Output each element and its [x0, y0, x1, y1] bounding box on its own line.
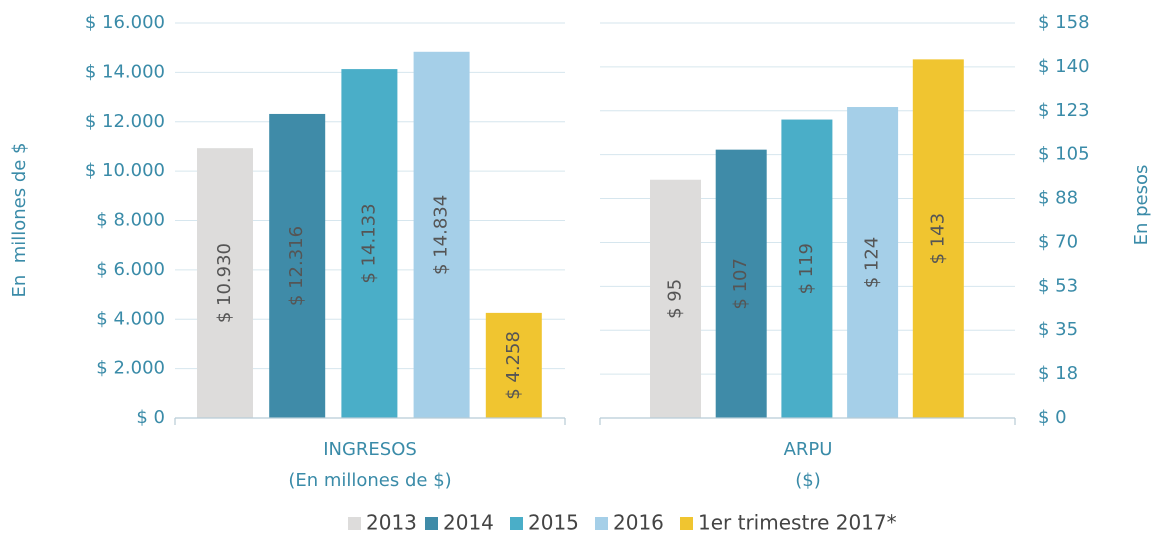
- y-tick-label: $ 2.000: [96, 358, 165, 379]
- y2-tick-label: $ 35: [1038, 319, 1078, 340]
- legend-swatch: [510, 517, 523, 530]
- value-label: $ 14.133: [358, 203, 379, 283]
- value-label: $ 143: [927, 213, 948, 265]
- y2-tick-label: $ 53: [1038, 275, 1078, 296]
- y-tick-label: $ 6.000: [96, 259, 165, 280]
- value-label: $ 107: [730, 258, 751, 310]
- y2-tick-label: $ 105: [1038, 144, 1090, 165]
- x-category-label: INGRESOS (En millones de $): [288, 439, 452, 491]
- bar: [650, 179, 701, 418]
- legend-swatch: [595, 517, 608, 530]
- y2-tick-label: $ 18: [1038, 363, 1078, 384]
- bar: [847, 107, 899, 419]
- value-label: $ 12.316: [286, 226, 307, 306]
- value-label: $ 124: [862, 237, 883, 289]
- y-tick-label: $ 16.000: [85, 12, 165, 33]
- bar: [413, 51, 470, 419]
- y2-tick-label: $ 0: [1038, 407, 1067, 428]
- bar: [269, 113, 326, 418]
- value-label: $ 4.258: [503, 331, 524, 400]
- value-label: $ 10.930: [214, 243, 235, 323]
- bar: [341, 69, 398, 419]
- legend-label: 1er trimestre 2017*: [698, 511, 897, 535]
- legend-swatch: [425, 517, 438, 530]
- y-tick-label: $ 10.000: [85, 160, 165, 181]
- y2-tick-label: $ 123: [1038, 100, 1090, 121]
- bar: [485, 312, 542, 418]
- y-tick-label: $ 12.000: [85, 111, 165, 132]
- y-tick-label: $ 14.000: [85, 61, 165, 82]
- legend-swatch: [680, 517, 693, 530]
- y-tick-label: $ 8.000: [96, 210, 165, 231]
- y2-tick-label: $ 88: [1038, 188, 1078, 209]
- legend-label: 2016: [613, 511, 664, 535]
- legend-label: 2015: [528, 511, 579, 535]
- y2-axis-title: En pesos: [1131, 165, 1152, 246]
- legend-label: 2014: [443, 511, 494, 535]
- bar: [715, 149, 767, 418]
- y2-tick-label: $ 158: [1038, 12, 1090, 33]
- x-category-label: ARPU ($): [783, 439, 833, 491]
- y-tick-label: $ 4.000: [96, 308, 165, 329]
- bar: [912, 59, 964, 418]
- bar: [781, 119, 833, 419]
- value-label: $ 95: [665, 279, 686, 319]
- value-label: $ 119: [796, 243, 817, 295]
- y-axis-title: En millones de $: [9, 142, 30, 297]
- bar: [197, 148, 253, 418]
- y2-tick-label: $ 70: [1038, 231, 1078, 252]
- legend-swatch: [348, 517, 361, 530]
- y2-tick-label: $ 140: [1038, 56, 1090, 77]
- value-label: $ 14.834: [431, 195, 452, 275]
- y-tick-label: $ 0: [136, 407, 165, 428]
- legend-label: 2013: [366, 511, 417, 535]
